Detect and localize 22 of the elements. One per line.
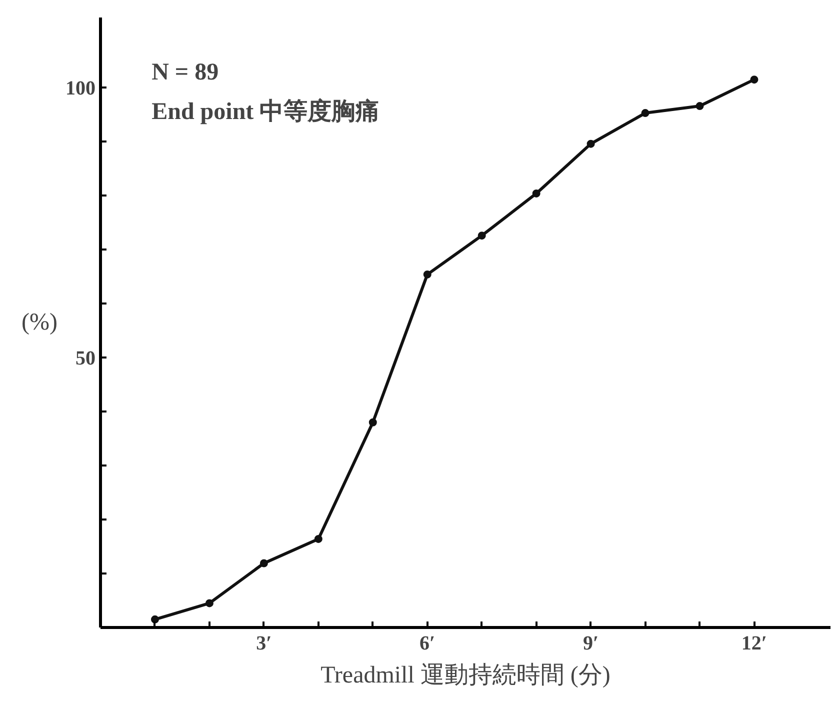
point xyxy=(478,232,486,240)
point xyxy=(314,534,322,543)
point xyxy=(750,76,758,84)
x-tick-label: 3′ xyxy=(256,632,272,654)
point xyxy=(205,599,214,608)
x-tick-label: 12′ xyxy=(741,632,768,654)
x-axis-title: Treadmill 運動持続時間 (分) xyxy=(320,662,610,688)
point xyxy=(260,559,268,568)
x-tick-label: 9′ xyxy=(582,632,599,654)
point xyxy=(696,102,704,110)
y-tick-label: 50 xyxy=(76,348,96,370)
point xyxy=(586,140,595,148)
y-axis-title: (%) xyxy=(22,310,58,336)
annotation: End point 中等度胸痛 xyxy=(152,98,380,126)
point xyxy=(368,418,377,426)
point xyxy=(423,270,432,278)
x-tick-label: 6′ xyxy=(420,632,436,654)
annotation: N = 89 xyxy=(152,59,219,86)
y-tick-label: 100 xyxy=(66,78,96,100)
point xyxy=(150,615,159,624)
point xyxy=(532,189,540,198)
point xyxy=(641,109,650,118)
